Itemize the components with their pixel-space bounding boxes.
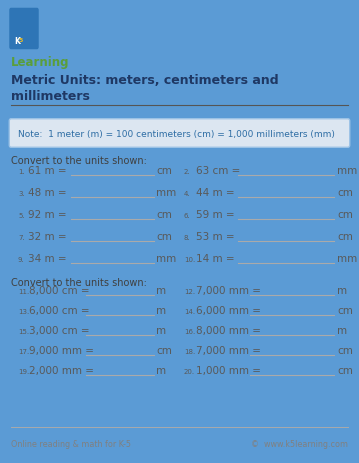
Text: Online reading & math for K-5: Online reading & math for K-5 [11,439,131,448]
Text: cm: cm [337,232,353,242]
Text: 4.: 4. [184,191,191,197]
Text: mm: mm [337,253,357,263]
Text: K: K [14,37,20,45]
FancyBboxPatch shape [9,119,350,148]
Text: 5: 5 [19,38,23,44]
Text: 3.: 3. [18,191,25,197]
Text: 6,000 cm =: 6,000 cm = [29,305,90,315]
Text: cm: cm [156,210,172,219]
FancyBboxPatch shape [9,9,39,50]
Text: 11.: 11. [18,288,29,294]
Text: 15.: 15. [18,328,29,334]
Text: m: m [156,365,166,375]
Text: 5.: 5. [18,213,25,219]
Text: 2.: 2. [184,169,191,175]
Text: 9.: 9. [18,257,25,263]
Text: cm: cm [156,345,172,355]
Text: Grade 3 Measurement Worksheet: Grade 3 Measurement Worksheet [11,111,175,121]
Text: Note:  1 meter (m) = 100 centimeters (cm) = 1,000 millimeters (mm): Note: 1 meter (m) = 100 centimeters (cm)… [18,129,335,138]
Text: ©  www.k5learning.com: © www.k5learning.com [251,439,348,448]
Text: 7,000 mm =: 7,000 mm = [196,285,261,295]
Text: 12.: 12. [184,288,195,294]
Text: 18.: 18. [184,348,195,354]
Text: 48 m =: 48 m = [28,188,67,198]
Text: 61 m =: 61 m = [28,166,67,175]
Text: 13.: 13. [18,308,29,314]
Text: 92 m =: 92 m = [28,210,67,219]
Text: 19.: 19. [18,368,29,374]
Text: 17.: 17. [18,348,29,354]
Text: 9,000 mm =: 9,000 mm = [29,345,94,355]
Text: 34 m =: 34 m = [28,253,67,263]
Text: mm: mm [156,253,176,263]
Text: 3,000 cm =: 3,000 cm = [29,325,90,335]
Text: 6,000 mm =: 6,000 mm = [196,305,261,315]
Text: 16.: 16. [184,328,195,334]
Text: m: m [337,325,347,335]
Text: 1.: 1. [18,169,25,175]
Text: cm: cm [337,305,353,315]
Text: 8,000 cm =: 8,000 cm = [29,285,90,295]
Text: 14 m =: 14 m = [196,253,235,263]
Text: cm: cm [156,166,172,175]
Text: 6.: 6. [184,213,191,219]
Text: cm: cm [156,232,172,242]
Text: Convert to the units shown:: Convert to the units shown: [11,277,147,288]
Text: m: m [337,285,347,295]
Text: 8,000 mm =: 8,000 mm = [196,325,261,335]
Text: 8.: 8. [184,234,191,240]
Text: 7.: 7. [18,234,25,240]
Text: cm: cm [337,210,353,219]
Text: cm: cm [337,345,353,355]
Text: m: m [156,285,166,295]
Text: 53 m =: 53 m = [196,232,235,242]
Text: 7,000 mm =: 7,000 mm = [196,345,261,355]
Text: Learning: Learning [11,56,70,69]
Text: 63 cm =: 63 cm = [196,166,241,175]
Text: cm: cm [337,188,353,198]
Text: 10.: 10. [184,257,195,263]
Text: mm: mm [337,166,357,175]
Text: Metric Units: meters, centimeters and: Metric Units: meters, centimeters and [11,74,279,87]
Text: cm: cm [337,365,353,375]
Text: 1,000 mm =: 1,000 mm = [196,365,261,375]
Text: m: m [156,325,166,335]
Text: Convert to the units shown:: Convert to the units shown: [11,156,147,166]
Text: mm: mm [156,188,176,198]
Text: millimeters: millimeters [11,90,90,103]
Text: 32 m =: 32 m = [28,232,67,242]
Text: 20.: 20. [184,368,195,374]
Text: 44 m =: 44 m = [196,188,235,198]
Text: m: m [156,305,166,315]
Text: 14.: 14. [184,308,195,314]
Text: 2,000 mm =: 2,000 mm = [29,365,94,375]
Text: 59 m =: 59 m = [196,210,235,219]
